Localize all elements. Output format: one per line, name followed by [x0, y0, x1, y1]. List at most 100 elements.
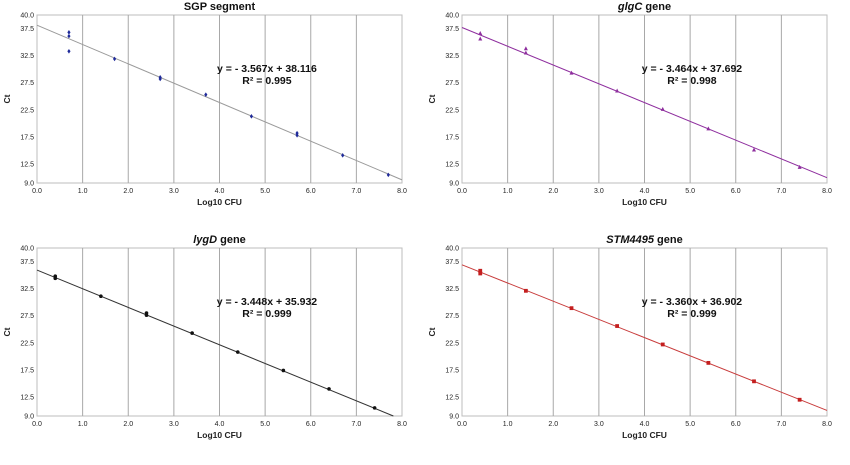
- data-point: [615, 88, 620, 93]
- y-tick-label: 37.5: [20, 259, 34, 266]
- data-point: [281, 368, 286, 373]
- x-tick-label: 5.0: [260, 421, 270, 428]
- x-tick-label: 7.0: [352, 421, 362, 428]
- data-point: [67, 30, 71, 35]
- x-tick-label: 3.0: [594, 421, 604, 428]
- x-tick-label: 0.0: [32, 188, 42, 195]
- data-point: [752, 379, 756, 384]
- data-point: [478, 31, 483, 36]
- x-tick-label: 3.0: [169, 188, 179, 195]
- regression-line: [461, 27, 828, 179]
- data-point: [190, 331, 194, 335]
- x-tick-label: 7.0: [777, 421, 787, 428]
- y-axis-label: Ct: [2, 327, 12, 336]
- x-tick-label: 1.0: [503, 421, 513, 428]
- data-point: [249, 114, 254, 119]
- data-point: [53, 276, 58, 281]
- y-tick-label: 27.5: [445, 313, 459, 320]
- regression-equation: y = - 3.360x + 36.902: [642, 296, 743, 308]
- data-point: [706, 126, 711, 131]
- y-tick-label: 37.5: [445, 26, 459, 33]
- y-tick-label: 9.0: [24, 414, 34, 421]
- r-squared-label: R² = 0.999: [667, 308, 716, 320]
- x-axis-label: Log10 CFU: [622, 197, 667, 207]
- y-tick-label: 12.5: [445, 162, 459, 169]
- y-tick-label: 22.5: [445, 107, 459, 114]
- x-tick-label: 6.0: [306, 188, 316, 195]
- x-tick-label: 5.0: [685, 188, 695, 195]
- y-tick-label: 40.0: [445, 13, 459, 20]
- regression-equation: y = - 3.448x + 35.932: [217, 296, 318, 308]
- data-point: [660, 342, 665, 347]
- x-axis-label: Log10 CFU: [622, 430, 667, 440]
- x-tick-label: 6.0: [306, 421, 316, 428]
- x-tick-label: 1.0: [503, 188, 513, 195]
- data-point: [706, 360, 711, 365]
- chart-title: lygD gene: [193, 234, 246, 246]
- y-tick-label: 17.5: [445, 367, 459, 374]
- y-tick-label: 9.0: [24, 181, 34, 188]
- chart-lygd-gene: 0.0 1.0 2.0 3.0 4.0 5.0 6.0 7.0 8.0 40.0 37.5 32.5 2…: [2, 234, 407, 440]
- y-tick-label: 37.5: [445, 259, 459, 266]
- y-tick-label: 17.5: [20, 134, 34, 141]
- data-point: [660, 106, 665, 111]
- x-tick-label: 1.0: [78, 188, 88, 195]
- y-tick-label: 12.5: [20, 162, 34, 169]
- data-point: [112, 56, 117, 62]
- x-tick-label: 6.0: [731, 421, 741, 428]
- data-point: [478, 268, 483, 273]
- y-tick-label: 40.0: [20, 246, 34, 253]
- y-tick-label: 27.5: [20, 80, 34, 87]
- data-point: [99, 294, 103, 299]
- x-tick-label: 4.0: [640, 421, 650, 428]
- chart-panel-stm4495: 0.0 1.0 2.0 3.0 4.0 5.0 6.0 7.0 8.0 40.0 37.5 32.5 2…: [425, 233, 850, 465]
- data-point: [67, 33, 71, 39]
- y-tick-label: 22.5: [445, 340, 459, 347]
- y-tick-label: 9.0: [449, 181, 459, 188]
- r-squared-label: R² = 0.999: [242, 308, 291, 320]
- x-axis-label: Log10 CFU: [197, 430, 242, 440]
- regression-equation: y = - 3.464x + 37.692: [642, 63, 743, 75]
- x-tick-label: 4.0: [215, 188, 225, 195]
- x-tick-label: 7.0: [777, 188, 787, 195]
- regression-line: [461, 264, 828, 411]
- y-tick-label: 37.5: [20, 26, 34, 33]
- x-tick-label: 3.0: [594, 188, 604, 195]
- chart-title: STM4495 gene: [606, 234, 682, 246]
- data-point: [386, 172, 390, 178]
- y-tick-label: 32.5: [445, 286, 459, 293]
- x-tick-label: 7.0: [352, 188, 362, 195]
- data-point: [523, 46, 528, 51]
- y-axis-label: Ct: [427, 327, 437, 336]
- y-tick-label: 32.5: [20, 53, 34, 60]
- data-point: [797, 164, 802, 169]
- chart-panel-sgp: 0.0 1.0 2.0 3.0 4.0 5.0 6.0 7.0 8.0 40.0 37.5 32.5 2…: [0, 0, 425, 232]
- data-point: [144, 313, 149, 317]
- x-tick-label: 4.0: [640, 188, 650, 195]
- x-tick-label: 2.0: [548, 421, 558, 428]
- x-axis-label: Log10 CFU: [197, 197, 242, 207]
- y-tick-label: 17.5: [20, 367, 34, 374]
- x-tick-label: 8.0: [397, 421, 407, 428]
- x-tick-label: 6.0: [731, 188, 741, 195]
- data-point: [372, 406, 377, 410]
- chart-title: SGP segment: [184, 1, 256, 13]
- y-tick-label: 32.5: [445, 53, 459, 60]
- chart-glgc-gene: 0.0 1.0 2.0 3.0 4.0 5.0 6.0 7.0 8.0 40.0 37.5 32.5 2…: [427, 1, 832, 207]
- y-tick-label: 9.0: [449, 414, 459, 421]
- x-tick-label: 1.0: [78, 421, 88, 428]
- y-tick-label: 27.5: [445, 80, 459, 87]
- data-point: [67, 49, 71, 54]
- x-tick-label: 5.0: [260, 188, 270, 195]
- r-squared-label: R² = 0.995: [242, 75, 291, 87]
- data-point: [204, 92, 208, 97]
- y-tick-label: 22.5: [20, 107, 34, 114]
- x-tick-label: 0.0: [32, 421, 42, 428]
- y-tick-label: 12.5: [445, 395, 459, 402]
- x-tick-label: 0.0: [457, 421, 467, 428]
- data-point: [797, 397, 802, 402]
- x-tick-label: 4.0: [215, 421, 225, 428]
- y-tick-label: 27.5: [20, 313, 34, 320]
- x-tick-label: 5.0: [685, 421, 695, 428]
- data-point: [478, 271, 483, 276]
